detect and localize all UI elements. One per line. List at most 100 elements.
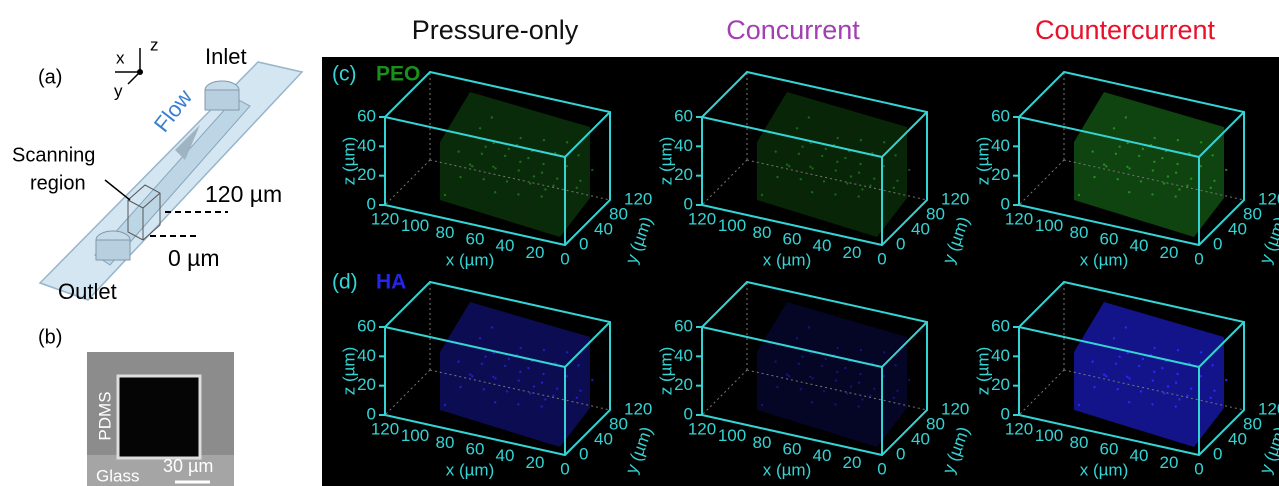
speck — [1125, 116, 1127, 118]
x-tick-label: 120 — [1005, 419, 1033, 438]
speck — [508, 148, 510, 150]
speck — [836, 161, 838, 163]
y-tick-label: 120 — [941, 189, 969, 208]
y-tick-label: 0 — [1213, 234, 1222, 253]
z-tick-label: 20 — [674, 165, 693, 184]
speck — [1167, 175, 1169, 177]
x-tick-label: 0 — [877, 249, 886, 268]
x-tick-label: 0 — [1194, 459, 1203, 478]
speck — [556, 177, 558, 179]
speck — [506, 180, 508, 182]
speck — [811, 377, 813, 379]
speck — [1126, 166, 1128, 168]
speck — [850, 175, 852, 177]
speck — [844, 157, 846, 159]
speck — [776, 176, 778, 178]
y-tick-label: 120 — [624, 189, 652, 208]
speck — [1152, 169, 1154, 171]
x-tick-label: 100 — [401, 216, 429, 235]
speck — [774, 150, 776, 152]
speck — [825, 358, 827, 360]
speck — [541, 382, 543, 384]
x-tick-label: 80 — [436, 433, 455, 452]
speck — [1175, 405, 1177, 407]
speck — [533, 175, 535, 177]
speck — [484, 146, 486, 148]
speck — [761, 194, 763, 196]
speck — [1175, 382, 1177, 384]
speck — [801, 356, 803, 358]
speck — [788, 375, 790, 377]
x-tick-label: 40 — [496, 446, 515, 465]
z-tick-label: 60 — [674, 106, 693, 125]
z-tick-label: 20 — [357, 375, 376, 394]
x-tick-label: 40 — [813, 446, 832, 465]
speck — [776, 386, 778, 388]
speck — [844, 367, 846, 369]
z-axis-label: z (µm) — [656, 347, 675, 396]
speck — [459, 386, 461, 388]
speck — [1152, 379, 1154, 381]
speck — [800, 178, 802, 180]
x-tick-label: 0 — [560, 459, 569, 478]
speck — [491, 116, 493, 118]
z-axis-label: z (µm) — [339, 137, 358, 186]
speck — [1178, 398, 1180, 400]
speck — [517, 193, 519, 195]
x-axis-label: x (µm) — [1080, 250, 1129, 269]
speck — [506, 390, 508, 392]
x-tick-label: 100 — [718, 216, 746, 235]
speck — [1177, 139, 1179, 141]
x-tick-label: 0 — [560, 249, 569, 268]
speck — [1211, 154, 1213, 156]
axis-letter: z — [150, 35, 159, 54]
speck — [1105, 165, 1107, 167]
speck — [479, 337, 481, 339]
speck — [518, 379, 520, 381]
speck — [1190, 387, 1192, 389]
speck — [533, 385, 535, 387]
x-tick-label: 20 — [843, 243, 862, 262]
speck — [484, 356, 486, 358]
speck — [883, 141, 885, 143]
outlet-label: Outlet — [58, 279, 117, 304]
x-tick-label: 120 — [688, 209, 716, 228]
z-tick-label: 40 — [357, 346, 376, 365]
speck — [811, 191, 813, 193]
speck — [1105, 375, 1107, 377]
speck — [504, 155, 506, 157]
glass-label: Glass — [96, 466, 139, 485]
speck — [800, 388, 802, 390]
z-tick-label: 60 — [991, 316, 1010, 335]
speck — [869, 185, 871, 187]
speck — [542, 373, 544, 375]
speck — [1213, 180, 1215, 182]
speck — [858, 195, 860, 197]
speck — [457, 360, 459, 362]
speck — [471, 375, 473, 377]
x-tick-label: 60 — [466, 439, 485, 458]
outlet-well — [96, 240, 130, 260]
speck — [858, 172, 860, 174]
speck — [576, 187, 578, 189]
speck — [796, 127, 798, 129]
x-tick-label: 20 — [526, 453, 545, 472]
speck — [811, 401, 813, 403]
speck — [1175, 195, 1177, 197]
z-tick-label: 60 — [357, 316, 376, 335]
z-axis-label: z (µm) — [656, 137, 675, 186]
z-tick-label: 20 — [991, 165, 1010, 184]
polymer-label: HA — [376, 271, 406, 294]
y-tick-label: 0 — [896, 234, 905, 253]
speck — [1200, 351, 1202, 353]
z-axis-label: z (µm) — [973, 137, 992, 186]
column-header: Pressure-only — [412, 15, 579, 45]
speck — [527, 157, 529, 159]
speck — [494, 167, 496, 169]
speck — [566, 141, 568, 143]
speck — [508, 358, 510, 360]
speck — [1103, 373, 1105, 375]
speck — [1151, 403, 1153, 405]
x-tick-label: 40 — [813, 236, 832, 255]
z-tick-label: 40 — [357, 136, 376, 155]
